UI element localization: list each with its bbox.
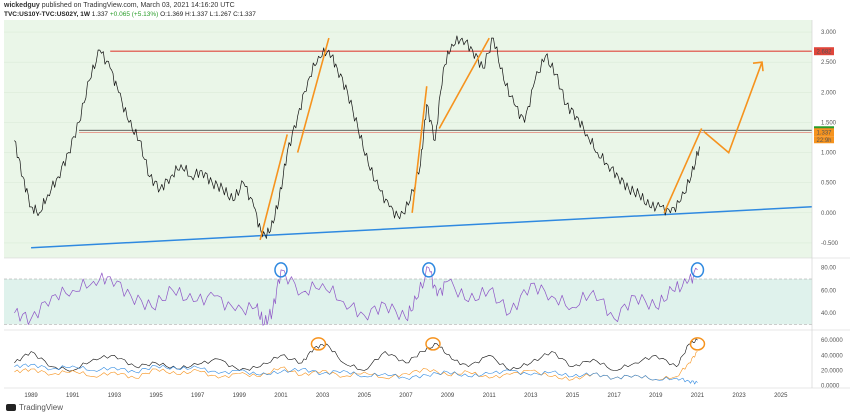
oscillator-series-0 [14,338,698,372]
time-axis-tick: 2003 [316,393,330,399]
countdown-label: 22:9h [816,138,831,144]
time-axis-tick: 2013 [524,393,538,399]
time-axis-tick: 2001 [274,393,288,399]
highlight-trend-stroke [663,128,703,214]
projection-arrowhead [752,61,764,72]
rsi-axis-tick: 80.00 [821,266,837,272]
oscillator-axis-tick: 0.0000 [821,384,840,390]
time-axis-tick: 1999 [233,393,247,399]
price-axis-tick: 2.500 [821,60,837,66]
price-change: +0.065 (+5.13%) [109,11,159,18]
oscillator-peak-circle [689,337,706,351]
price-axis-tick: 3.000 [821,30,837,36]
price-series-line [14,35,700,239]
rsi-series-line [14,266,698,326]
tradingview-brand[interactable]: TradingView [6,403,63,412]
time-axis-tick: 2015 [566,393,580,399]
time-axis-tick: 1995 [149,393,163,399]
rsi-axis-tick: 40.00 [821,311,837,317]
time-axis-tick: 2011 [483,393,497,399]
oscillator-peak-circle [310,337,327,351]
rsi-axis-tick: 60.00 [821,288,837,294]
price-axis-tick: -0.500 [821,241,839,247]
oscillator-axis-tick: 40.0000 [821,353,843,359]
current-price-label-bg [814,128,834,137]
ohlc-values: O:1.369 H:1.337 L:1.267 C:1.337 [160,11,256,18]
time-axis-tick: 2021 [691,393,705,399]
rsi-peak-circle [690,262,705,278]
resistance-label: 2.682 [816,49,832,55]
support-trendline [31,206,813,249]
time-axis-tick: 2025 [774,393,788,399]
price-axis-tick: 1.000 [821,151,837,157]
highlight-trend-stroke [259,134,288,241]
tradingview-logo-icon [6,404,16,411]
current-price-label: 1.337 [816,130,832,136]
countdown-bg [814,136,834,144]
publish-info: wickedguy published on TradingView.com, … [4,2,235,9]
time-axis-tick: 1997 [191,393,205,399]
time-axis-tick: 2005 [358,393,372,399]
price-axis-tick: 0.500 [821,181,837,187]
time-axis-tick: 2023 [732,393,746,399]
highlight-trend-stroke [296,37,330,153]
time-axis-tick: 2007 [399,393,413,399]
price-axis-tick: 2.000 [821,90,837,96]
time-axis-tick: 2017 [607,393,621,399]
projection-path [703,61,763,154]
oscillator-series-2 [14,363,698,385]
publish-date: published on TradingView.com, March 03, … [41,2,235,9]
time-axis-tick: 1993 [108,393,122,399]
brand-label: TradingView [19,403,64,412]
symbol-info: TVC:US10Y-TVC:US02Y, 1W 1.337 +0.065 (+5… [4,11,256,18]
rsi-peak-circle [422,262,436,278]
price-axis-tick: 1.500 [821,120,837,126]
author-name[interactable]: wickedguy [4,2,40,9]
time-axis-tick: 2019 [649,393,663,399]
price-panel-bg [4,20,812,258]
resistance-label-bg [814,47,834,56]
highlight-trend-stroke [411,86,428,213]
oscillator-axis-tick: 60.0000 [821,338,843,344]
symbol-name[interactable]: TVC:US10Y-TVC:US02Y, 1W [4,11,90,18]
last-price: 1.337 [91,11,109,18]
oscillator-axis-tick: 20.0000 [821,369,843,375]
rsi-peak-circle [274,262,288,278]
time-axis-tick: 1991 [66,393,80,399]
price-axis-tick: 0.000 [821,211,837,217]
oscillator-peak-circle [425,337,441,351]
time-axis-tick: 1989 [24,393,38,399]
time-axis-tick: 2009 [441,393,455,399]
highlight-trend-stroke [438,37,490,129]
